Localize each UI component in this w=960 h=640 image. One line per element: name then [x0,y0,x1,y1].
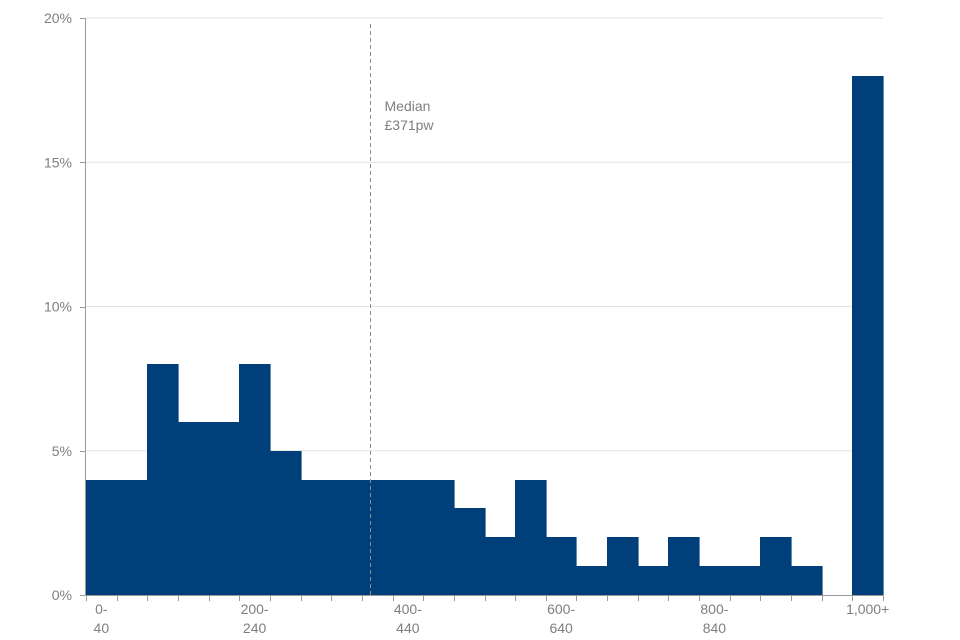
median-value-label: £371pw [385,117,435,133]
y-tick-label: 0% [52,587,72,603]
histogram-bar [270,451,302,595]
histogram-bar [423,480,455,595]
histogram-bar [852,76,884,595]
histogram-bar [362,480,394,595]
histogram-bar [301,480,332,595]
histogram-bar [117,480,148,595]
histogram-bar [730,566,761,595]
histogram-bar [576,566,608,595]
y-tick-label: 15% [44,154,72,170]
x-tick-label: 600-640 [547,601,575,636]
histogram-bar [393,480,424,595]
x-tick-label: 400-440 [394,601,422,636]
histogram-bar [86,480,118,595]
histogram-bar [454,508,486,595]
histogram-bar [485,537,516,595]
histogram-bar [791,566,823,595]
histogram-bar [178,422,210,595]
median-label: Median [385,98,431,114]
histogram-bar [546,537,577,595]
histogram-bar [209,422,240,595]
x-tick-label: 1,000+ [846,601,889,617]
y-tick-label: 5% [52,443,72,459]
histogram-bar [239,364,271,595]
histogram-bar [331,480,363,595]
y-tick-label: 10% [44,299,72,315]
median-marker: Median £371pw [370,24,435,595]
y-tick-label: 20% [44,10,72,26]
x-tick-label: 800-840 [700,601,728,636]
x-tick-label: 200-240 [241,601,269,636]
histogram-bar [607,537,639,595]
x-tick-label: 0-40 [94,601,110,636]
histogram-bar [760,537,792,595]
histogram-bar [699,566,731,595]
axes [80,18,884,601]
histogram-bar [668,537,700,595]
y-axis-tick-labels: 0% 5% 10% 15% 20% [44,10,72,603]
x-axis-tick-labels: 0-40 200-240 400-440 600-640 800-840 1,000+ [94,601,890,636]
histogram-bars [86,76,884,595]
gridlines [86,17,883,452]
histogram-bar [147,364,179,595]
histogram-bar [638,566,669,595]
histogram-bar [515,480,547,595]
